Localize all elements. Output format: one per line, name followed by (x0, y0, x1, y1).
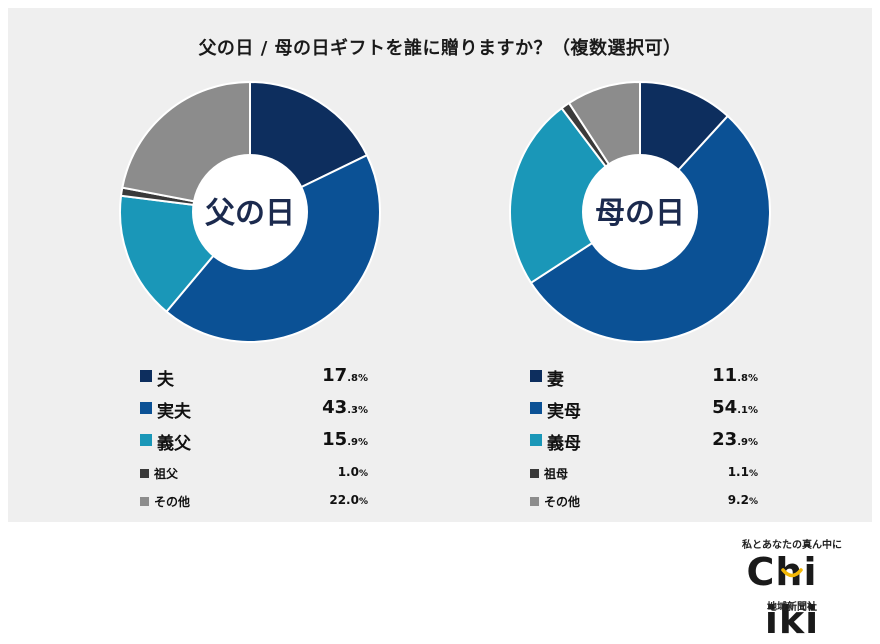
donut-hole (582, 154, 698, 270)
brand-tagline: 私とあなたの真ん中に (742, 540, 842, 551)
legend-value: 15.9% (322, 429, 368, 450)
legend-item: 義父 15.9% (140, 428, 368, 454)
legend-swatch (140, 469, 149, 478)
legend-label: 義父 (157, 434, 191, 454)
legend-swatch (530, 402, 542, 414)
legend-value: 11.8% (712, 365, 758, 386)
legend-label: 夫 (157, 370, 174, 390)
legend-value: 54.1% (712, 397, 758, 418)
brand-wordmark: Chiiki (722, 548, 862, 644)
legend-label: その他 (544, 495, 581, 509)
legend-item: 実母 54.1% (530, 396, 758, 422)
legend-item: 祖母 1.1% (530, 462, 758, 486)
legend-swatch (530, 469, 539, 478)
fathers-day-pie-chart: 父の日 (119, 80, 381, 343)
legend-label: 祖母 (544, 467, 569, 481)
chart-title: 父の日 / 母の日ギフトを誰に贈りますか？（複数選択可） (198, 38, 682, 59)
legend-value: 1.0% (337, 465, 368, 479)
chiiki-brand-logo: 私とあなたの真ん中に Chiiki 地域新聞社 (722, 536, 862, 642)
legend-label: 実夫 (157, 402, 191, 422)
legend-value: 17.8% (322, 365, 368, 386)
smile-icon (781, 568, 803, 578)
legend-swatch (140, 497, 149, 506)
legend-value: 22.0% (329, 493, 368, 507)
chart-panel: 父の日 / 母の日ギフトを誰に贈りますか？（複数選択可） 父の日 母の日 夫 17… (8, 8, 872, 522)
legend-value: 9.2% (727, 493, 758, 507)
mothers-day-pie-chart: 母の日 (509, 80, 771, 343)
brand-company-name: 地域新聞社 (767, 602, 817, 613)
legend-item: その他 22.0% (140, 490, 368, 514)
legend-label: 義母 (547, 434, 581, 454)
legend-label: 実母 (547, 402, 581, 422)
legend-swatch (530, 370, 542, 382)
legend-item: 夫 17.8% (140, 364, 368, 390)
pie-center-label: 母の日 (595, 196, 685, 231)
legend-item: 妻 11.8% (530, 364, 758, 390)
pie-slice-義母 (509, 106, 642, 285)
legend-swatch (140, 434, 152, 446)
legend-swatch (530, 497, 539, 506)
legend-swatch (140, 402, 152, 414)
legend-value: 1.1% (727, 465, 758, 479)
pie-center-label: 父の日 (205, 196, 295, 231)
legend-value: 43.3% (322, 397, 368, 418)
legend-item: 義母 23.9% (530, 428, 758, 454)
legend-label: 祖父 (154, 467, 179, 481)
legend-swatch (530, 434, 542, 446)
legend-swatch (140, 370, 152, 382)
legend-label: その他 (154, 495, 191, 509)
brand-wordmark-left: Chi (746, 550, 818, 594)
legend-label: 妻 (547, 370, 564, 390)
legend-item: 実夫 43.3% (140, 396, 368, 422)
legend-item: その他 9.2% (530, 490, 758, 514)
legend-value: 23.9% (712, 429, 758, 450)
donut-hole (192, 154, 308, 270)
legend-item: 祖父 1.0% (140, 462, 368, 486)
